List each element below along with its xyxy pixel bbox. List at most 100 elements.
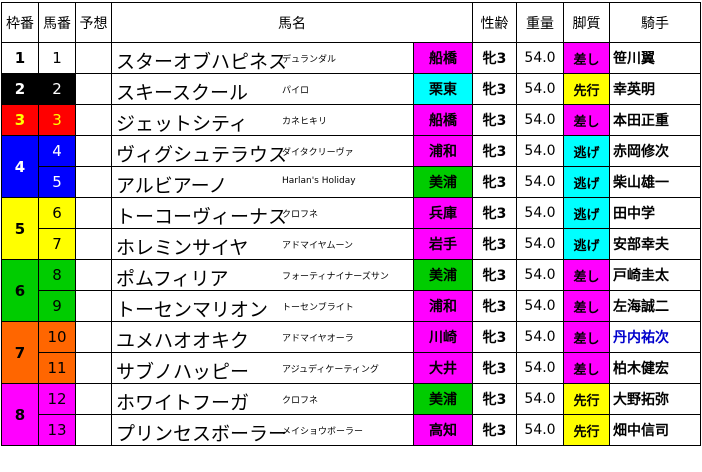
- horse-number: 3: [38, 104, 76, 136]
- sire-name: クロフネ: [282, 396, 319, 406]
- header-kishu: 騎手: [609, 2, 701, 43]
- header-yoso: 予想: [75, 2, 112, 43]
- waku-number: 8: [1, 383, 39, 446]
- horse-row: 1 1 スターオブハピネス デュランダル 船橋 牝3 54.0 差し 笹川翼: [1, 42, 701, 74]
- sex-age: 牝3: [472, 414, 517, 446]
- waku-number: 1: [1, 42, 39, 74]
- carried-weight: 54.0: [516, 259, 564, 291]
- sex-age: 牝3: [472, 290, 517, 322]
- jockey-name: 田中学: [609, 197, 701, 229]
- prediction-cell[interactable]: [75, 42, 112, 74]
- running-style-badge: 逃げ: [563, 228, 610, 260]
- running-style-badge: 先行: [563, 73, 610, 105]
- carried-weight: 54.0: [516, 383, 564, 415]
- horse-number: 6: [38, 197, 76, 229]
- sire-name: ダイタクリーヴァ: [282, 148, 354, 158]
- stable-badge: 船橋: [413, 104, 473, 136]
- waku-number: 4: [1, 135, 39, 198]
- prediction-cell[interactable]: [75, 166, 112, 198]
- sire-name: クロフネ: [282, 210, 319, 220]
- horse-name: プリンセスボーラー: [116, 423, 288, 445]
- horse-name-cell: アルビアーノ Harlan's Holiday: [111, 166, 414, 198]
- sex-age: 牝3: [472, 166, 517, 198]
- stable-badge: 浦和: [413, 135, 473, 167]
- stable-badge: 美浦: [413, 259, 473, 291]
- horse-number: 13: [38, 414, 76, 446]
- sire-name: Harlan's Holiday: [282, 176, 356, 186]
- prediction-cell[interactable]: [75, 414, 112, 446]
- horse-row: 2 2 スキースクール パイロ 栗東 牝3 54.0 先行 幸英明: [1, 73, 701, 105]
- jockey-name: 本田正重: [609, 104, 701, 136]
- horse-name: トーコーヴィーナス: [116, 206, 288, 228]
- prediction-cell[interactable]: [75, 321, 112, 353]
- prediction-cell[interactable]: [75, 135, 112, 167]
- sire-name: フォーティナイナーズサン: [282, 272, 389, 282]
- stable-badge: 美浦: [413, 383, 473, 415]
- running-style-badge: 先行: [563, 414, 610, 446]
- carried-weight: 54.0: [516, 290, 564, 322]
- waku-number: 5: [1, 197, 39, 260]
- running-style-badge: 差し: [563, 42, 610, 74]
- prediction-cell[interactable]: [75, 290, 112, 322]
- sex-age: 牝3: [472, 259, 517, 291]
- jockey-name: 赤岡修次: [609, 135, 701, 167]
- sire-name: アジュディケーティング: [282, 365, 379, 375]
- prediction-cell[interactable]: [75, 197, 112, 229]
- carried-weight: 54.0: [516, 228, 564, 260]
- prediction-cell[interactable]: [75, 352, 112, 384]
- prediction-cell[interactable]: [75, 228, 112, 260]
- horse-name-cell: トーコーヴィーナス クロフネ: [111, 197, 414, 229]
- carried-weight: 54.0: [516, 321, 564, 353]
- horse-number: 10: [38, 321, 76, 353]
- running-style-badge: 先行: [563, 383, 610, 415]
- horse-row: 5 6 トーコーヴィーナス クロフネ 兵庫 牝3 54.0 逃げ 田中学: [1, 197, 701, 260]
- horse-name-cell: ホワイトフーガ クロフネ: [111, 383, 414, 415]
- stable-badge: 栗東: [413, 73, 473, 105]
- waku-number: 2: [1, 73, 39, 105]
- horse-row: 6 8 ポムフィリア フォーティナイナーズサン 美浦 牝3 54.0 差し 戸崎圭太: [1, 259, 701, 322]
- stable-badge: 高知: [413, 414, 473, 446]
- running-style-badge: 差し: [563, 352, 610, 384]
- horse-name: アルビアーノ: [116, 175, 228, 197]
- horse-name-cell: スターオブハピネス デュランダル: [111, 42, 414, 74]
- horse-number: 7: [38, 228, 76, 260]
- horse-name-cell: トーセンマリオン トーセンブライト: [111, 290, 414, 322]
- running-style-badge: 差し: [563, 104, 610, 136]
- header-seirei: 性齢: [472, 2, 517, 43]
- jockey-name: 幸英明: [609, 73, 701, 105]
- horse-row: 11 サブノハッピー アジュディケーティング 大井 牝3 54.0 差し 柏木健宏: [2, 352, 701, 384]
- sex-age: 牝3: [472, 73, 517, 105]
- sex-age: 牝3: [472, 321, 517, 353]
- stable-badge: 兵庫: [413, 197, 473, 229]
- horse-name: ジェットシティ: [116, 113, 248, 135]
- running-style-badge: 逃げ: [563, 197, 610, 229]
- header-row: 枠番 馬番 予想 馬名 性齢 重量 脚質 騎手: [1, 2, 701, 43]
- horse-row: 4 4 ヴィグシュテラウス ダイタクリーヴァ 浦和 牝3 54.0 逃げ 赤岡修次: [1, 135, 701, 198]
- horse-row: 7 10 ユメハオオキク アドマイヤオーラ 川崎 牝3 54.0 差し 丹内祐次: [1, 321, 701, 384]
- jockey-name: 畑中信司: [609, 414, 701, 446]
- carried-weight: 54.0: [516, 166, 564, 198]
- prediction-cell[interactable]: [75, 259, 112, 291]
- horse-name-cell: ホレミンサイヤ アドマイヤムーン: [111, 228, 414, 260]
- sex-age: 牝3: [472, 352, 517, 384]
- running-style-badge: 差し: [563, 259, 610, 291]
- prediction-cell[interactable]: [75, 104, 112, 136]
- horse-number: 11: [38, 352, 76, 384]
- horse-name-cell: ジェットシティ カネヒキリ: [111, 104, 414, 136]
- horse-name: サブノハッピー: [116, 361, 250, 383]
- stable-badge: 美浦: [413, 166, 473, 198]
- sex-age: 牝3: [472, 135, 517, 167]
- prediction-cell[interactable]: [75, 73, 112, 105]
- horse-number: 5: [38, 166, 76, 198]
- running-style-badge: 逃げ: [563, 166, 610, 198]
- horse-number: 8: [38, 259, 76, 291]
- horse-number: 4: [38, 135, 76, 167]
- jockey-name: 柏木健宏: [609, 352, 701, 384]
- sire-name: デュランダル: [282, 55, 337, 65]
- horse-name: ヴィグシュテラウス: [116, 144, 288, 166]
- stable-badge: 岩手: [413, 228, 473, 260]
- prediction-cell[interactable]: [75, 383, 112, 415]
- horse-row: 9 トーセンマリオン トーセンブライト 浦和 牝3 54.0 差し 左海誠二: [2, 290, 701, 322]
- horse-name: ホワイトフーガ: [116, 392, 250, 414]
- carried-weight: 54.0: [516, 135, 564, 167]
